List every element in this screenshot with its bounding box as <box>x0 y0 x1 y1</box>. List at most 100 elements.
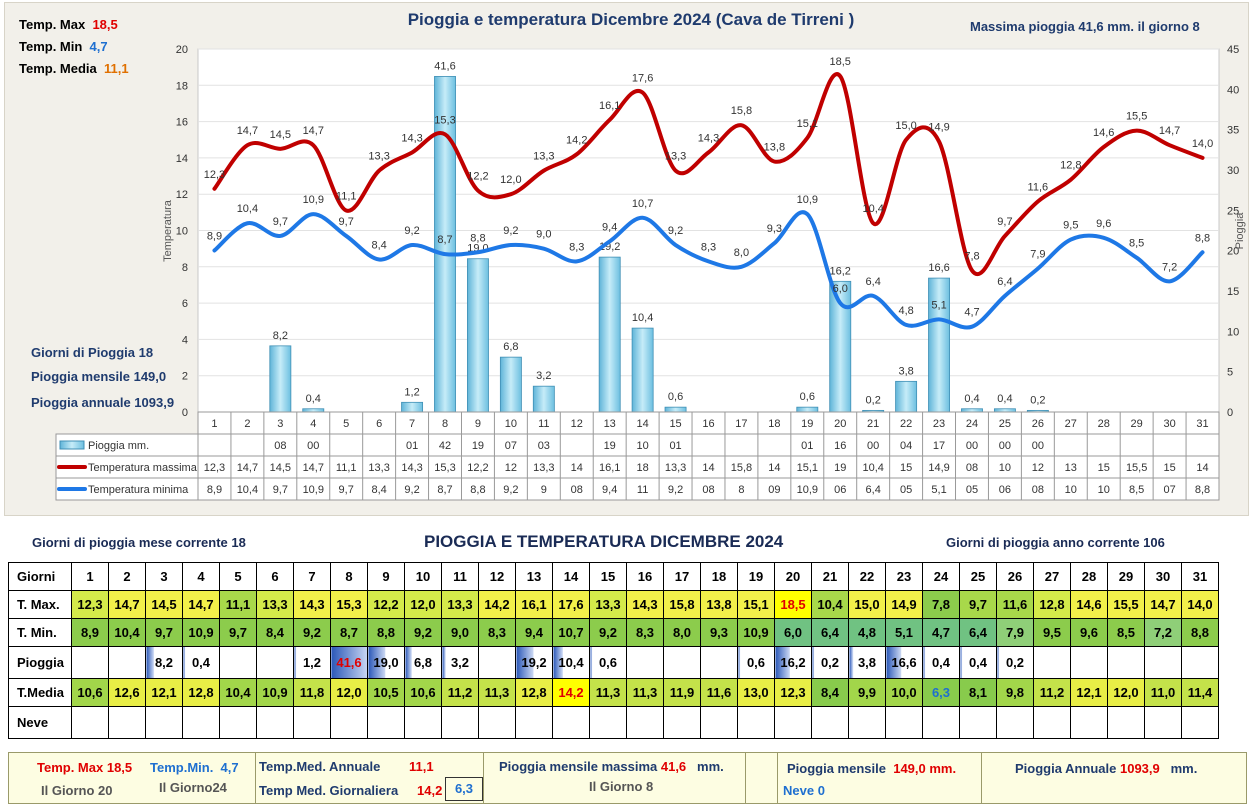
table-cell-value: 11,1 <box>336 462 357 474</box>
cell-neve <box>552 706 590 739</box>
cell-rain: 1,2 <box>293 646 331 679</box>
cell-tmax: 14,5 <box>145 590 183 619</box>
cell-tmin: 9,7 <box>219 618 257 647</box>
tmax-data-label: 16,1 <box>599 100 620 112</box>
cell-tmedia: 6,3 <box>922 678 960 707</box>
table-cell-value: 10 <box>1065 484 1077 496</box>
stat-tmax: Temp. Max 18,5 <box>19 17 118 32</box>
cell-days: 18 <box>700 562 738 591</box>
stat-tmin: Temp. Min 4,7 <box>19 39 108 54</box>
rain-bar <box>401 401 424 413</box>
cell-neve <box>182 706 220 739</box>
table-cell-value: 13,3 <box>368 462 389 474</box>
cell-tmin: 8,8 <box>367 618 405 647</box>
table-cell-value: 14,3 <box>401 462 422 474</box>
table-cell-value: 10 <box>999 462 1011 474</box>
cell-neve <box>922 706 960 739</box>
cell-days: 6 <box>256 562 294 591</box>
cell-tmax: 13,3 <box>256 590 294 619</box>
y2-tick-label: 45 <box>1227 44 1239 56</box>
cell-rain <box>256 646 294 679</box>
x-tick-label: 3 <box>277 418 283 430</box>
table-cell-value: 13 <box>1065 462 1077 474</box>
y-tick-label: 10 <box>176 226 188 238</box>
table-cell-value: 05 <box>966 484 978 496</box>
x-tick-label: 20 <box>834 418 846 430</box>
cell-tmax: 17,6 <box>552 590 590 619</box>
table-cell-value: 9,2 <box>404 484 419 496</box>
x-tick-label: 14 <box>637 418 649 430</box>
y-tick-label: 12 <box>176 189 188 201</box>
y-tick-label: 20 <box>176 44 188 56</box>
y-tick-label: 6 <box>182 298 188 310</box>
x-tick-label: 19 <box>801 418 813 430</box>
cell-tmin: 10,9 <box>737 618 775 647</box>
y2-tick-label: 25 <box>1227 205 1239 217</box>
table-cell-value: 15,1 <box>797 462 818 474</box>
cell-tmedia: 11,3 <box>626 678 664 707</box>
table-row-rain: Pioggia 8,2 0,4 1,2 41,6 19,0 6,8 3,2 19,2 10,4 0,… <box>8 646 1219 679</box>
cell-rain: 0,6 <box>737 646 775 679</box>
row-label: Pioggia <box>8 646 72 679</box>
table-cell-value: 10,9 <box>303 484 324 496</box>
cell-rain <box>219 646 257 679</box>
cell-tmax: 10,4 <box>811 590 849 619</box>
cell-neve <box>1070 706 1108 739</box>
cell-rain <box>71 646 109 679</box>
y2-tick-label: 20 <box>1227 246 1239 258</box>
tmax-data-label: 15,5 <box>1126 111 1147 123</box>
rain-data-label: 0,2 <box>1030 394 1045 406</box>
table-cell-value: 09 <box>768 484 780 496</box>
cell-neve <box>515 706 553 739</box>
footer-rain-month: Pioggia mensile 149,0 mm. Neve 0 <box>777 753 982 803</box>
cell-days: 14 <box>552 562 590 591</box>
row-label: T. Min. <box>8 618 72 647</box>
x-tick-label: 22 <box>900 418 912 430</box>
cell-tmin: 4,7 <box>922 618 960 647</box>
footer-rain-year: Pioggia Annuale 1093,9 mm. <box>981 753 1245 803</box>
footer-tmed-gio-value2: 6,3 <box>445 777 483 801</box>
cell-neve <box>589 706 627 739</box>
cell-rain <box>478 646 516 679</box>
tmax-data-label: 13,8 <box>764 142 785 154</box>
tmax-data-label: 18,5 <box>830 56 851 68</box>
rain-data-label: 10,4 <box>632 312 653 324</box>
cell-days: 9 <box>367 562 405 591</box>
rain-data-label: 0,2 <box>866 394 881 406</box>
cell-neve <box>848 706 886 739</box>
tmin-data-label: 9,2 <box>404 225 419 237</box>
cell-tmedia: 11,6 <box>700 678 738 707</box>
tmax-data-label: 11,6 <box>1028 181 1049 193</box>
y2-tick-label: 15 <box>1227 286 1239 298</box>
tmax-data-label: 17,6 <box>632 73 653 85</box>
tmax-data-label: 14,7 <box>1159 125 1180 137</box>
cell-days: 26 <box>996 562 1034 591</box>
cell-tmedia: 12,8 <box>182 678 220 707</box>
cell-rain <box>1107 646 1145 679</box>
cell-rain <box>1181 646 1219 679</box>
table-cell-value: 01 <box>406 440 418 452</box>
tmax-data-label: 13,3 <box>533 151 554 163</box>
cell-tmin: 5,1 <box>885 618 923 647</box>
table-cell-value: 04 <box>900 440 912 452</box>
legend-label: Temperatura minima <box>88 484 189 496</box>
tmax-data-label: 10,4 <box>862 203 883 215</box>
tmin-data-label: 8,0 <box>734 247 749 259</box>
tmax-data-label: 12,3 <box>204 169 225 181</box>
cell-rain: 8,2 <box>145 646 183 679</box>
table-cell-value: 15 <box>1098 462 1110 474</box>
cell-tmedia: 12,8 <box>515 678 553 707</box>
tmin-data-label: 7,9 <box>1030 249 1045 261</box>
rain-bar <box>631 327 654 413</box>
cell-tmax: 11,6 <box>996 590 1034 619</box>
cell-rain: 0,2 <box>811 646 849 679</box>
table-cell-value: 08 <box>966 462 978 474</box>
tmax-data-label: 15,0 <box>895 120 916 132</box>
legend-label: Temperatura massima <box>88 462 198 474</box>
table-cell-value: 00 <box>999 440 1011 452</box>
cell-rain <box>626 646 664 679</box>
stat-tmedia: Temp. Media 11,1 <box>19 61 129 76</box>
cell-tmax: 14,7 <box>108 590 146 619</box>
table-cell-value: 8 <box>738 484 744 496</box>
cell-tmedia: 10,6 <box>404 678 442 707</box>
